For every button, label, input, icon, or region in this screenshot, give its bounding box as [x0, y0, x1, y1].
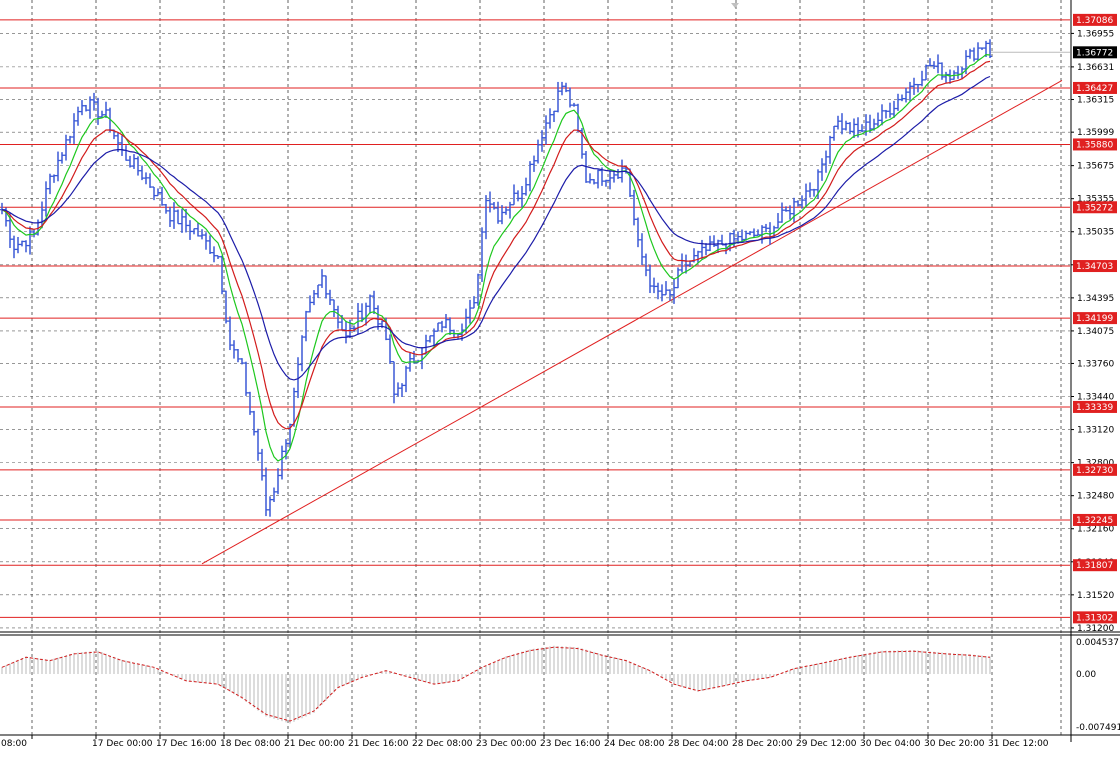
ma-mid-line: [1, 60, 991, 430]
x-axis-label: 28 Dec 20:00: [732, 739, 793, 749]
x-axis-label: 29 Dec 12:00: [796, 739, 857, 749]
current-price-label: 1.36772: [1076, 48, 1113, 58]
y-axis-label: 1.34075: [1077, 327, 1114, 337]
current-price-box: [1073, 46, 1117, 59]
x-axis-label: 31 Dec 12:00: [988, 739, 1049, 749]
x-axis-label: 08:00: [1, 739, 27, 749]
x-axis-label: 28 Dec 04:00: [668, 739, 729, 749]
level-label: 1.36427: [1076, 84, 1113, 94]
level-label-box: [1073, 312, 1117, 325]
x-axis-label: 18 Dec 08:00: [220, 739, 281, 749]
x-axis-label: 23 Dec 16:00: [540, 739, 601, 749]
level-label: 1.33339: [1076, 403, 1113, 413]
y-axis-label: 1.36955: [1077, 29, 1114, 39]
x-axis-label: 21 Dec 16:00: [348, 739, 409, 749]
x-axis-label: 22 Dec 08:00: [412, 739, 473, 749]
y-axis-label: 1.32160: [1077, 525, 1114, 535]
y-axis-label: 1.31520: [1077, 591, 1114, 601]
y-axis-label: 1.33440: [1077, 393, 1114, 403]
level-label: 1.31302: [1076, 613, 1113, 623]
oscillator-axis-label: -0.007491: [1076, 723, 1120, 733]
y-axis-label: 1.35355: [1077, 195, 1114, 205]
y-axis-label: 1.36631: [1077, 63, 1114, 73]
level-label-box: [1073, 400, 1117, 413]
level-label-box: [1073, 13, 1117, 26]
level-label-box: [1073, 463, 1117, 476]
y-axis-label: 1.35675: [1077, 162, 1114, 172]
level-label-box: [1073, 138, 1117, 151]
level-label-box: [1073, 201, 1117, 214]
level-label: 1.34703: [1076, 262, 1113, 272]
x-axis-label: 30 Dec 20:00: [924, 739, 985, 749]
y-axis-label: 1.35035: [1077, 228, 1114, 238]
trend-line: [201, 79, 1063, 565]
y-axis-label: 1.33760: [1077, 359, 1114, 369]
level-label: 1.32245: [1076, 516, 1113, 526]
ma-slow-line: [1, 75, 991, 381]
level-label: 1.32730: [1076, 466, 1113, 476]
level-label: 1.35880: [1076, 140, 1113, 150]
ma-fast-line: [1, 53, 991, 462]
y-axis-label: 1.31200: [1077, 624, 1114, 634]
oscillator-signal-line: [1, 646, 991, 722]
level-label-box: [1073, 513, 1117, 526]
level-label-box: [1073, 81, 1117, 94]
level-label: 1.35272: [1076, 203, 1113, 213]
level-label: 1.37086: [1076, 16, 1113, 26]
y-axis-label: 1.36315: [1077, 96, 1114, 106]
x-axis-label: 23 Dec 00:00: [476, 739, 537, 749]
level-label-box: [1073, 611, 1117, 624]
level-label: 1.31807: [1076, 561, 1113, 571]
oscillator-axis-label: 0.00: [1076, 670, 1096, 680]
y-axis-label: 1.33120: [1077, 426, 1114, 436]
y-axis-label: 1.32800: [1077, 459, 1114, 469]
x-axis-label: 21 Dec 00:00: [284, 739, 345, 749]
y-axis-label: 1.34395: [1077, 294, 1114, 304]
x-axis-label: 17 Dec 16:00: [156, 739, 217, 749]
level-label: 1.34199: [1076, 314, 1113, 324]
x-axis-label: 24 Dec 08:00: [604, 739, 665, 749]
chart-shift-marker: [731, 3, 739, 8]
level-label-box: [1073, 260, 1117, 273]
x-axis-label: 30 Dec 04:00: [860, 739, 921, 749]
x-axis-label: 17 Dec 00:00: [92, 739, 153, 749]
y-axis-label: 1.35999: [1077, 128, 1114, 138]
level-label-box: [1073, 559, 1117, 572]
y-axis-label: 1.32480: [1077, 492, 1114, 502]
oscillator-axis-label: 0.004537: [1076, 638, 1119, 648]
